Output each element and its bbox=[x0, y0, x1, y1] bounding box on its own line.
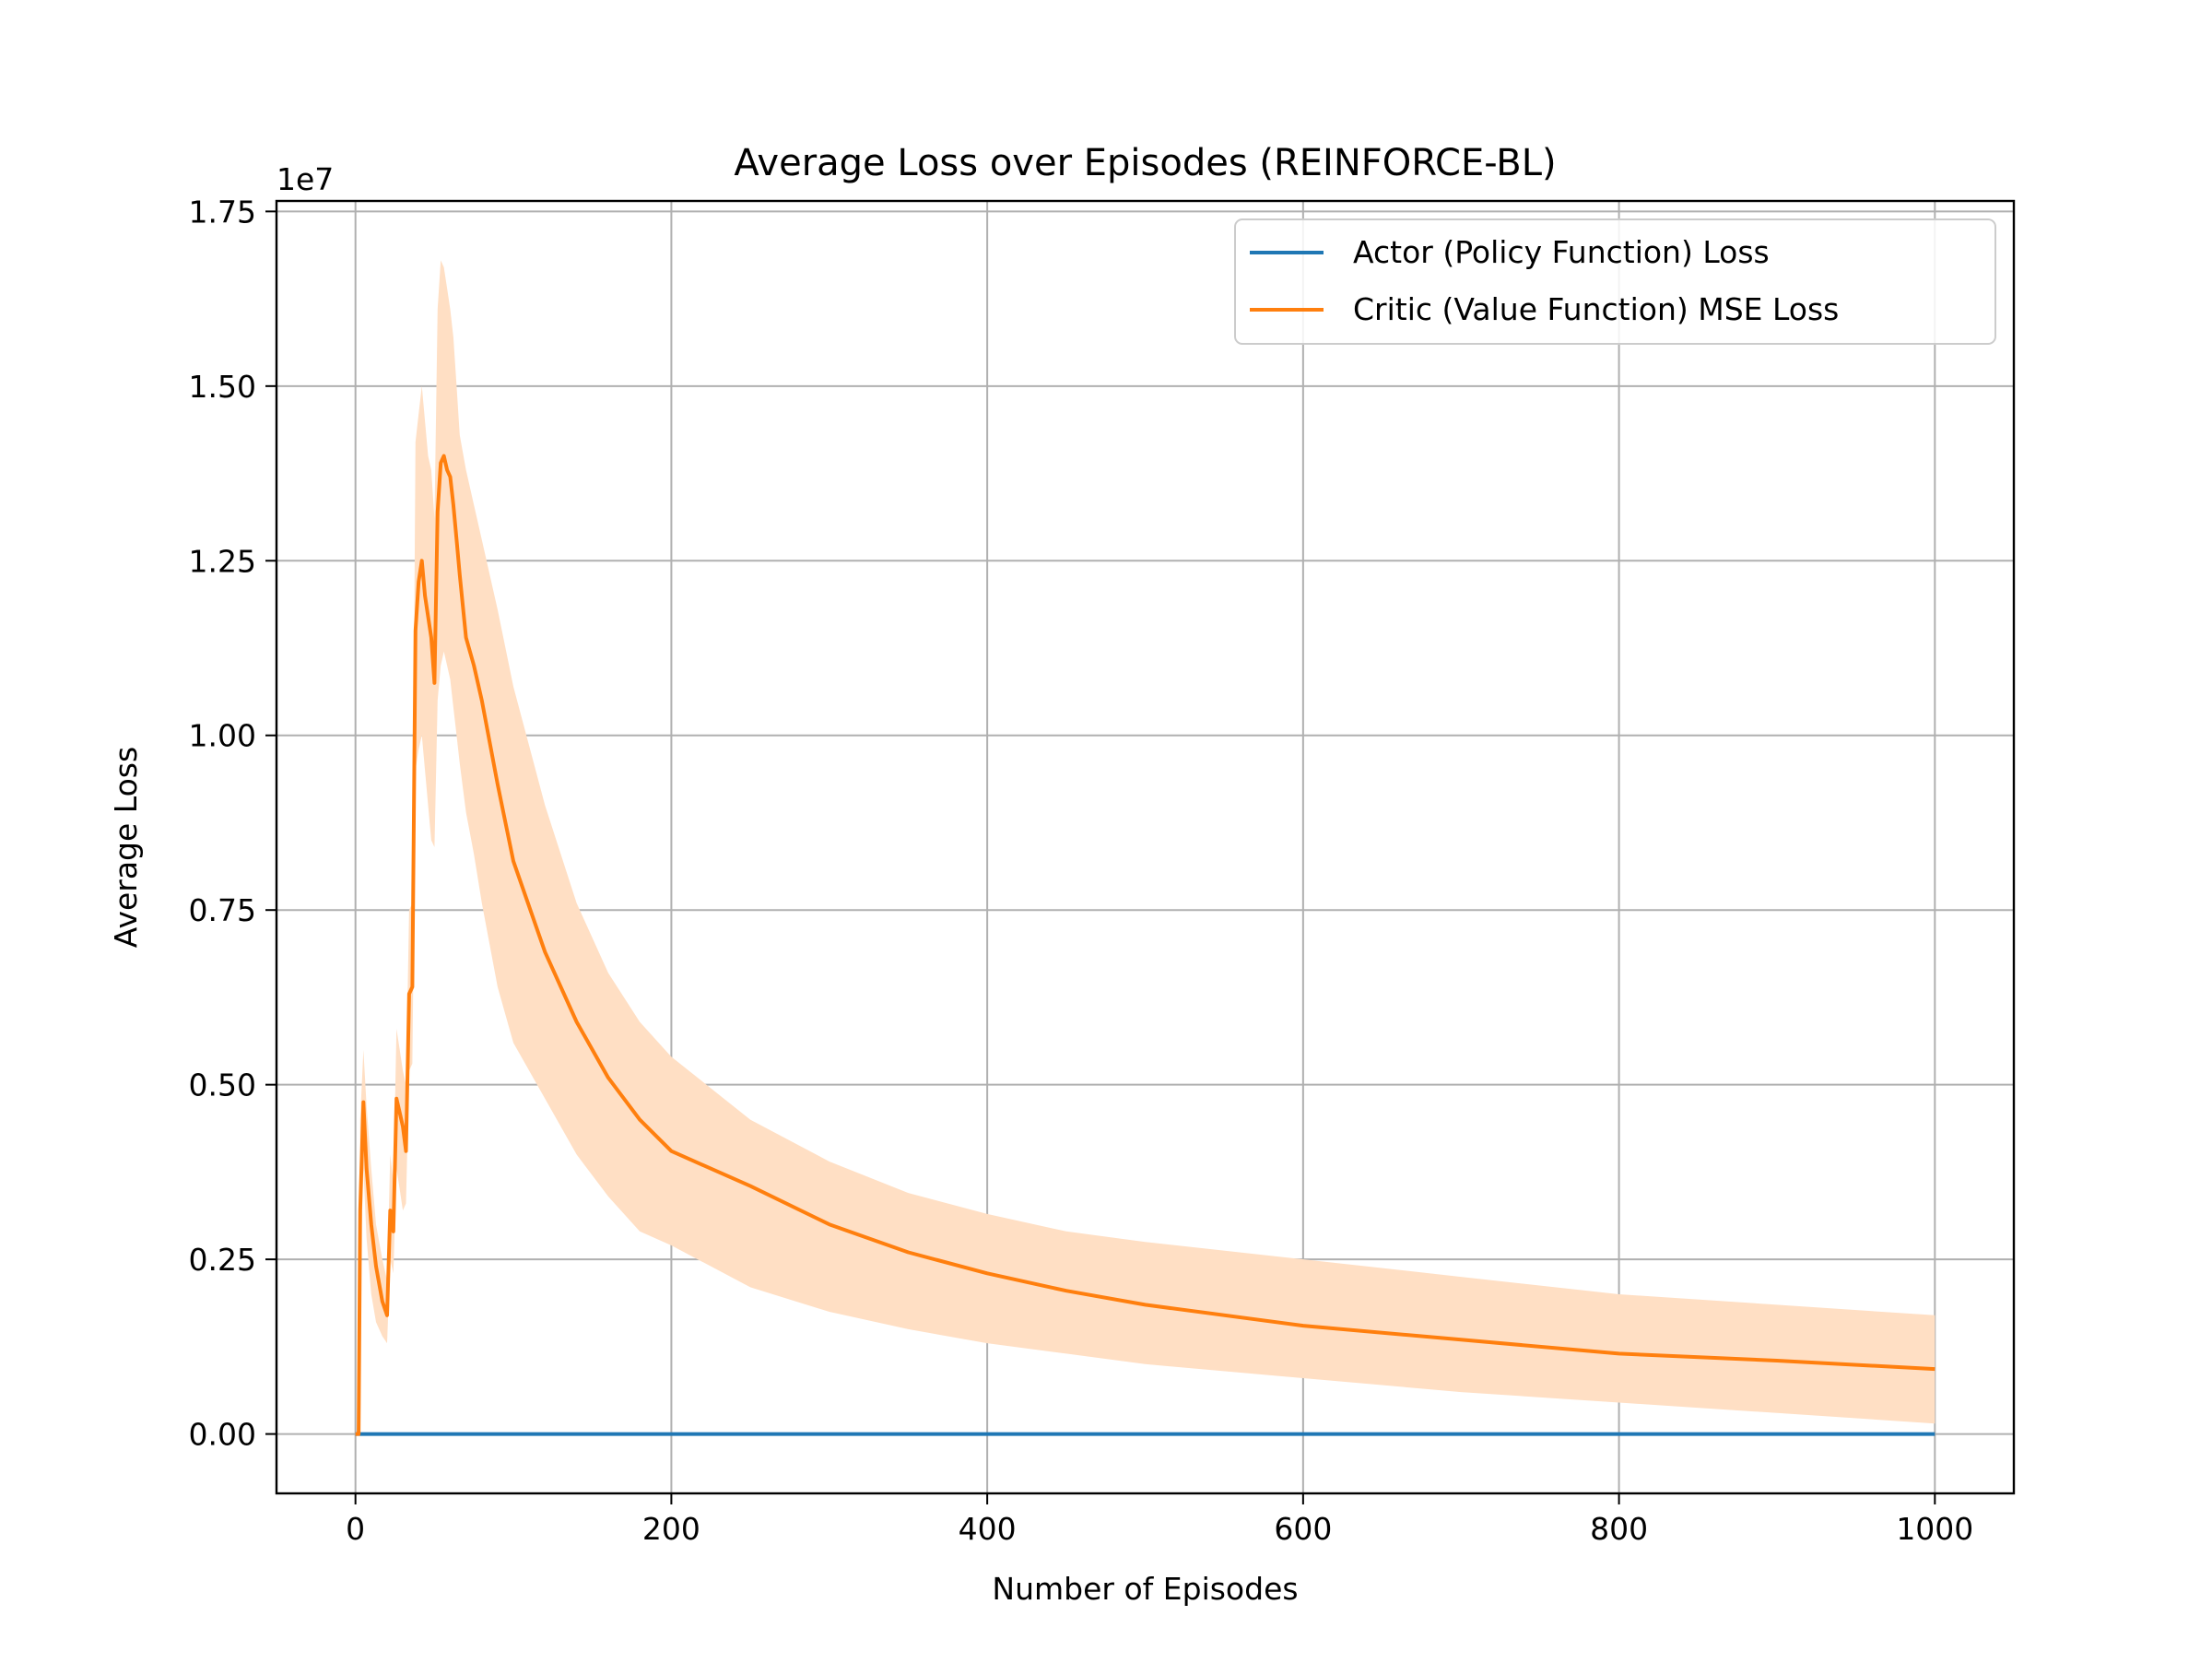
y-tick-label: 0.00 bbox=[189, 1417, 256, 1453]
x-axis-label: Number of Episodes bbox=[992, 1571, 1298, 1607]
y-tick-label: 1.00 bbox=[189, 718, 256, 754]
y-tick-label: 1.25 bbox=[189, 543, 256, 579]
y-tick-label: 0.75 bbox=[189, 892, 256, 928]
legend-label-0: Actor (Policy Function) Loss bbox=[1353, 234, 1770, 270]
x-tick-label: 800 bbox=[1590, 1511, 1648, 1547]
y-tick-label: 0.50 bbox=[189, 1067, 256, 1103]
legend-label-1: Critic (Value Function) MSE Loss bbox=[1353, 291, 1839, 327]
x-tick-label: 600 bbox=[1274, 1511, 1332, 1547]
legend: Actor (Policy Function) Loss Critic (Valu… bbox=[1234, 218, 1996, 345]
y-tick-label: 0.25 bbox=[189, 1242, 256, 1278]
confidence-bands bbox=[355, 260, 1936, 1434]
series-1-line bbox=[355, 454, 1936, 1436]
x-tick-label: 0 bbox=[346, 1511, 365, 1547]
legend-box bbox=[1234, 218, 1996, 345]
x-tick-label: 400 bbox=[959, 1511, 1017, 1547]
axes-frame bbox=[275, 199, 2016, 1495]
y-tick-label: 1.75 bbox=[189, 194, 256, 230]
series-lines bbox=[355, 454, 1936, 1436]
y-tick-label: 1.50 bbox=[189, 369, 256, 405]
y-axis-label: Average Loss bbox=[108, 747, 144, 948]
x-tick-label: 1000 bbox=[1896, 1511, 1973, 1547]
series-1-band bbox=[355, 260, 1936, 1434]
x-tick-label: 200 bbox=[642, 1511, 700, 1547]
chart-title: Average Loss over Episodes (REINFORCE-BL… bbox=[734, 142, 1556, 184]
y-axis-offset-label: 1e7 bbox=[276, 161, 334, 197]
axis-ticks: 0 200 400 600 800 1000 0.00 0.25 0.50 0.75 1.00 1.2… bbox=[189, 194, 1974, 1547]
